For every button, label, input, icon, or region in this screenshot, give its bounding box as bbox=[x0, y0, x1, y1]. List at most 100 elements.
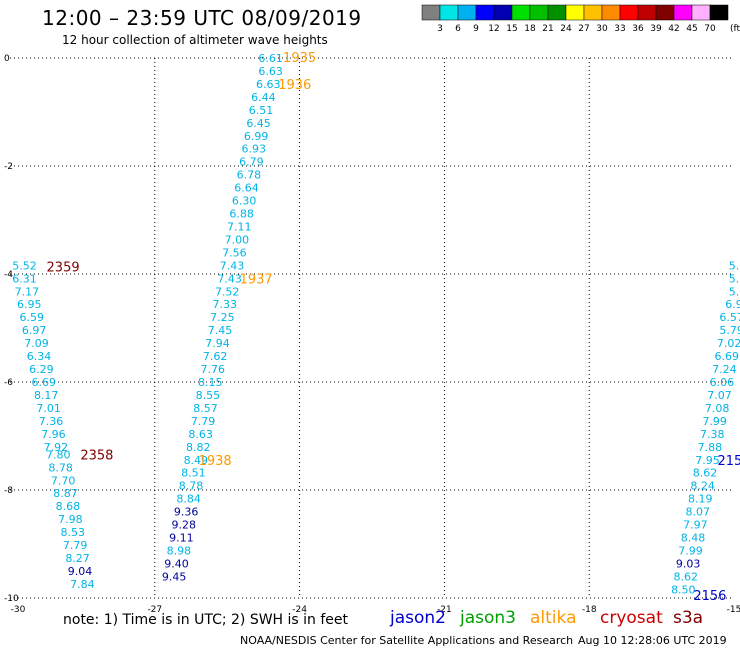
wave-height-label: 6.99 bbox=[244, 130, 269, 143]
colorbar-label: 21 bbox=[542, 24, 553, 34]
wave-height-label: 7.99 bbox=[678, 544, 703, 557]
wave-height-label: 7.17 bbox=[15, 285, 40, 298]
wave-height-label: 8.24 bbox=[690, 480, 715, 493]
wave-height-label: 9.28 bbox=[172, 519, 197, 532]
wave-height-label: 7.52 bbox=[215, 285, 240, 298]
wave-height-label: 9.11 bbox=[169, 532, 194, 545]
x-tick-label: -27 bbox=[147, 605, 162, 615]
wave-height-label: 6.57 bbox=[719, 311, 740, 324]
page-title: 12:00 – 23:59 UTC 08/09/2019 bbox=[42, 6, 362, 30]
wave-height-label: 8.55 bbox=[196, 389, 221, 402]
chart-axes: -30 -27 -24 -21 -18 -15 0 -2 -4 -6 -8 -10 bbox=[4, 54, 740, 615]
wave-height-label: 8.98 bbox=[167, 544, 192, 557]
colorbar-swatch bbox=[439, 4, 459, 21]
wave-height-label: 8.84 bbox=[176, 493, 201, 506]
wave-height-label: 8.07 bbox=[686, 506, 711, 519]
wave-height-label: 7.84 bbox=[70, 578, 95, 591]
wave-height-label: 7.08 bbox=[705, 402, 730, 415]
colorbar-label: 3 bbox=[437, 24, 443, 34]
wave-height-label: 7.92 bbox=[44, 441, 69, 454]
colorbar-swatch bbox=[511, 4, 531, 21]
colorbar-swatch bbox=[619, 4, 639, 21]
legend-s3a: s3a bbox=[673, 608, 704, 628]
y-tick-label: -10 bbox=[4, 594, 19, 604]
colorbar-label: 27 bbox=[578, 24, 589, 34]
wave-height-label: 7.01 bbox=[36, 402, 61, 415]
wave-height-label: 7.96 bbox=[41, 428, 66, 441]
colorbar-swatch bbox=[475, 4, 495, 21]
wave-height-label: 6.63 bbox=[256, 78, 281, 91]
wave-height-label: 7.11 bbox=[227, 220, 252, 233]
wave-height-label: 9.03 bbox=[676, 557, 701, 570]
y-tick-label: -2 bbox=[4, 162, 13, 172]
colorbar-swatch bbox=[691, 4, 711, 21]
pass-time-label: 1935 bbox=[283, 51, 316, 66]
wave-height-label: 6.29 bbox=[29, 363, 54, 376]
wave-height-label: 6.88 bbox=[229, 208, 254, 221]
wave-height-label: 6.95 bbox=[17, 298, 42, 311]
wave-height-label: 5.52 bbox=[12, 259, 37, 272]
wave-height-label: 6.69 bbox=[715, 350, 740, 363]
wave-height-label: 8.50 bbox=[671, 583, 696, 596]
colorbar-label: 45 bbox=[686, 24, 697, 34]
wave-height-label: 8.68 bbox=[56, 500, 81, 513]
wave-height-label: 7.25 bbox=[210, 311, 235, 324]
legend-jason2: jason2 bbox=[390, 608, 446, 628]
wave-height-label: 8.48 bbox=[681, 532, 706, 545]
wave-height-label: 7.88 bbox=[698, 441, 723, 454]
generated-timestamp: Aug 10 12:28:06 UTC 2019 bbox=[578, 634, 727, 647]
x-tick-label: -21 bbox=[437, 605, 452, 615]
wave-height-label: 7.99 bbox=[702, 415, 727, 428]
wave-height-label: 8.57 bbox=[193, 402, 218, 415]
wave-height-label: 6.59 bbox=[19, 311, 44, 324]
wave-height-label: 6.61 bbox=[258, 52, 283, 65]
pass-time-label: 2359 bbox=[47, 260, 80, 275]
x-tick-label: -15 bbox=[727, 605, 740, 615]
colorbar-swatch bbox=[673, 4, 693, 21]
wave-height-label: 7.38 bbox=[700, 428, 725, 441]
colorbar-label: 15 bbox=[506, 24, 517, 34]
wave-height-label: 6.63 bbox=[258, 65, 283, 78]
colorbar-swatch bbox=[565, 4, 585, 21]
wave-height-label: 9.45 bbox=[162, 570, 187, 583]
wave-height-label: 7.62 bbox=[203, 350, 228, 363]
colorbar-unit: (ft) bbox=[730, 24, 740, 34]
wave-height-label: 8.19 bbox=[688, 493, 713, 506]
wave-height-label: 6.79 bbox=[239, 156, 264, 169]
wave-height-label: 6.06 bbox=[710, 376, 735, 389]
wave-height-label: 8.51 bbox=[181, 467, 206, 480]
wave-height-label: 6.51 bbox=[249, 104, 274, 117]
wave-height-label: 8.63 bbox=[188, 428, 213, 441]
wave-height-label: 7.79 bbox=[191, 415, 216, 428]
y-tick-label: -6 bbox=[4, 378, 13, 388]
page-subtitle: 12 hour collection of altimeter wave hei… bbox=[62, 33, 328, 47]
colorbar-label: 24 bbox=[560, 24, 572, 34]
wave-height-label: 7.70 bbox=[51, 474, 76, 487]
wave-height-label: 5. bbox=[729, 272, 740, 285]
colorbar-label: 6 bbox=[455, 24, 461, 34]
colorbar-swatch bbox=[493, 4, 513, 21]
pass-time-label: 2157 bbox=[717, 454, 740, 469]
wave-height-label: 7.43 bbox=[217, 272, 242, 285]
colorbar-swatch bbox=[637, 4, 657, 21]
colorbar-swatch bbox=[457, 4, 477, 21]
footer-note: note: 1) Time is in UTC; 2) SWH is in fe… bbox=[63, 612, 349, 628]
wave-height-label: 6.97 bbox=[22, 324, 47, 337]
wave-height-label: 7.00 bbox=[225, 233, 250, 246]
wave-height-label: 6.45 bbox=[246, 117, 271, 130]
wave-height-label: 7.94 bbox=[205, 337, 230, 350]
wave-height-label: 6.9 bbox=[725, 298, 740, 311]
pass-time-label: 1938 bbox=[199, 454, 232, 469]
colorbar-label: 70 bbox=[704, 24, 716, 34]
wave-height-label: 8.78 bbox=[179, 480, 204, 493]
colorbar-swatch bbox=[655, 4, 675, 21]
colorbar-swatch bbox=[709, 4, 729, 21]
legend-cryosat: cryosat bbox=[600, 608, 663, 628]
chart-grid bbox=[10, 57, 734, 599]
colorbar-swatch bbox=[583, 4, 603, 21]
wave-height-label: 9.36 bbox=[174, 506, 199, 519]
wave-height-label: 7.80 bbox=[46, 448, 71, 461]
colorbar-label: 39 bbox=[650, 24, 662, 34]
